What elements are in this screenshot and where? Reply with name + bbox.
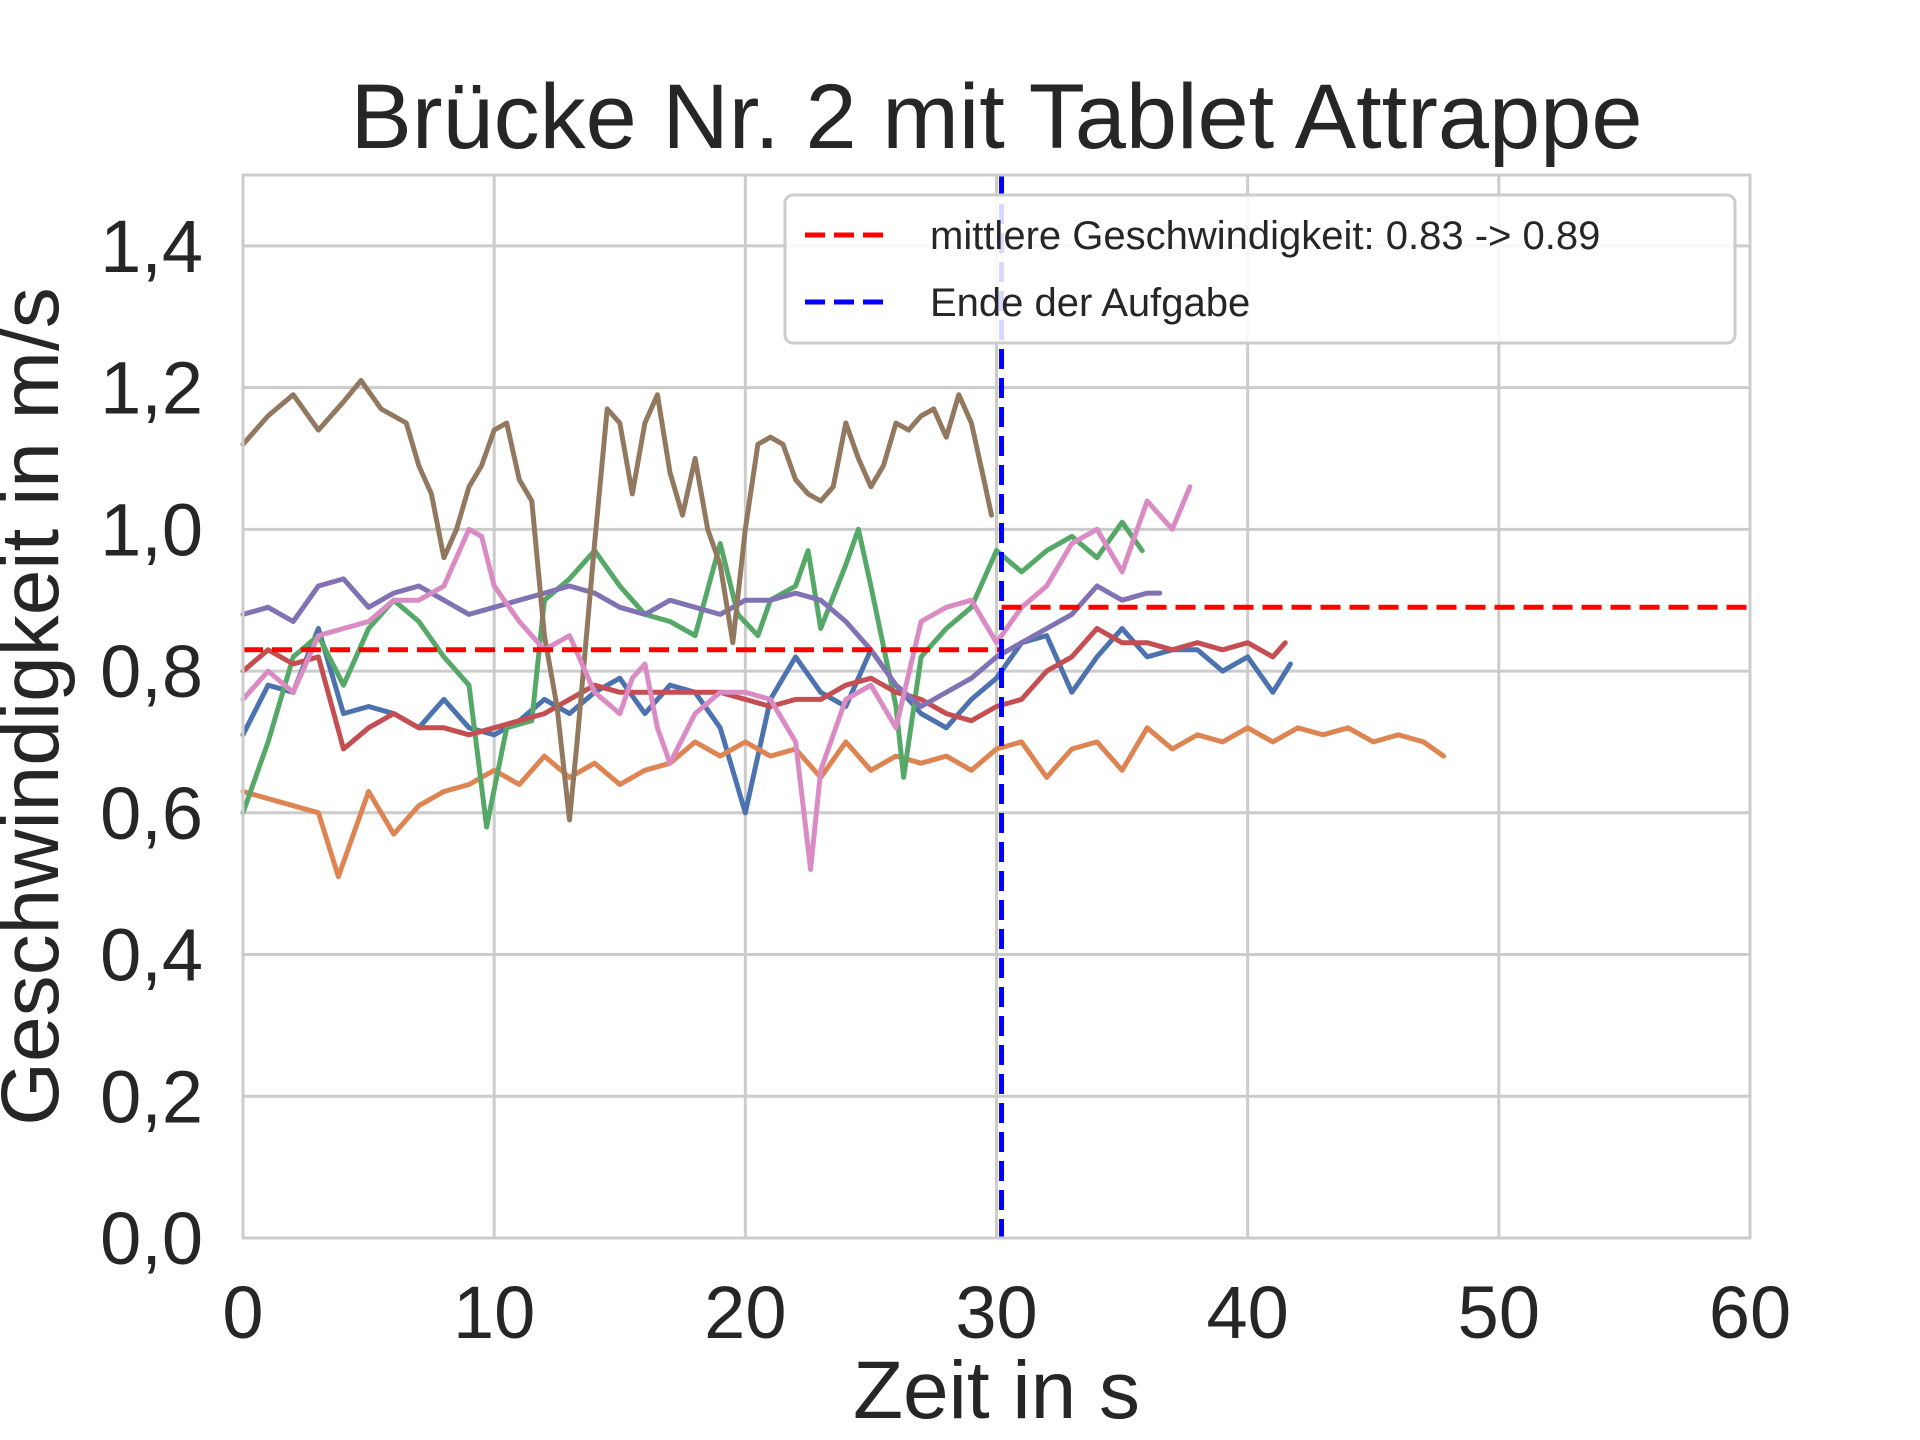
reference-lines: [243, 175, 1750, 1238]
x-tick-label: 60: [1709, 1271, 1791, 1354]
legend: mittlere Geschwindigkeit: 0.83 -> 0.89 En…: [783, 193, 1737, 345]
x-tick-label: 40: [1207, 1271, 1289, 1354]
series-line-2: [240, 725, 1447, 880]
y-tick-label: 1,0: [100, 488, 203, 571]
x-tick-label: 10: [453, 1271, 535, 1354]
y-tick-label: 1,4: [100, 205, 203, 288]
legend-label: mittlere Geschwindigkeit: 0.83 -> 0.89: [930, 214, 1600, 258]
series-line-3: [240, 519, 1145, 830]
x-tick-label: 30: [955, 1271, 1037, 1354]
y-tick-label: 0,8: [100, 630, 203, 713]
series-line-5: [240, 576, 1163, 709]
y-tick-label: 0,4: [100, 914, 203, 997]
plot-frame: [241, 173, 1752, 1240]
y-tick-label: 0,2: [100, 1055, 203, 1138]
y-tick-label: 0,6: [100, 772, 203, 855]
x-tick-label: 20: [704, 1271, 786, 1354]
series-line-4: [240, 626, 1288, 752]
x-tick-label: 50: [1458, 1271, 1540, 1354]
y-tick-label: 1,2: [100, 347, 203, 430]
y-tick-labels: 0,0 0,2 0,4 0,6 0,8 1,0 1,2 1,4: [100, 205, 203, 1280]
series-line-7: [240, 484, 1193, 872]
y-axis-label: Geschwindigkeit in m/s: [0, 287, 76, 1126]
series-line-6: [240, 378, 994, 823]
legend-label: Ende der Aufgabe: [930, 281, 1250, 325]
chart-title: Brücke Nr. 2 mit Tablet Attrappe: [350, 66, 1642, 168]
x-tick-label: 0: [222, 1271, 263, 1354]
x-axis-label: Zeit in s: [853, 1345, 1140, 1436]
x-tick-labels: 0 10 20 30 40 50 60: [222, 1271, 1791, 1354]
series-lines: [240, 378, 1447, 880]
legend-box: [783, 193, 1737, 345]
y-tick-label: 0,0: [100, 1197, 203, 1280]
